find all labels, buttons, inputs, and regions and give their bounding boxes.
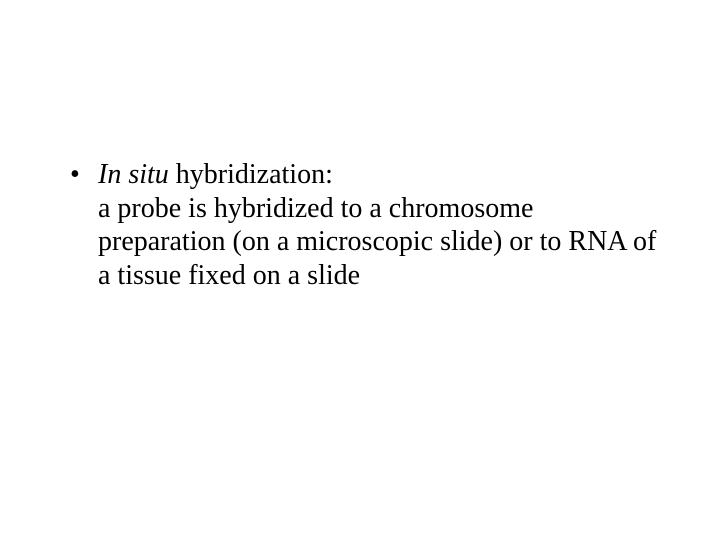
bullet-block: • In situ hybridization: a probe is hybr… [70,158,660,292]
definition-text: a probe is hybridized to a chromosome pr… [98,192,660,293]
bullet-content: In situ hybridization: a probe is hybrid… [98,158,660,292]
bullet-item: • In situ hybridization: a probe is hybr… [70,158,660,292]
term-italic: In situ [98,159,169,190]
term-rest: hybridization: [169,159,333,190]
slide: • In situ hybridization: a probe is hybr… [0,0,720,540]
bullet-marker: • [70,158,98,192]
